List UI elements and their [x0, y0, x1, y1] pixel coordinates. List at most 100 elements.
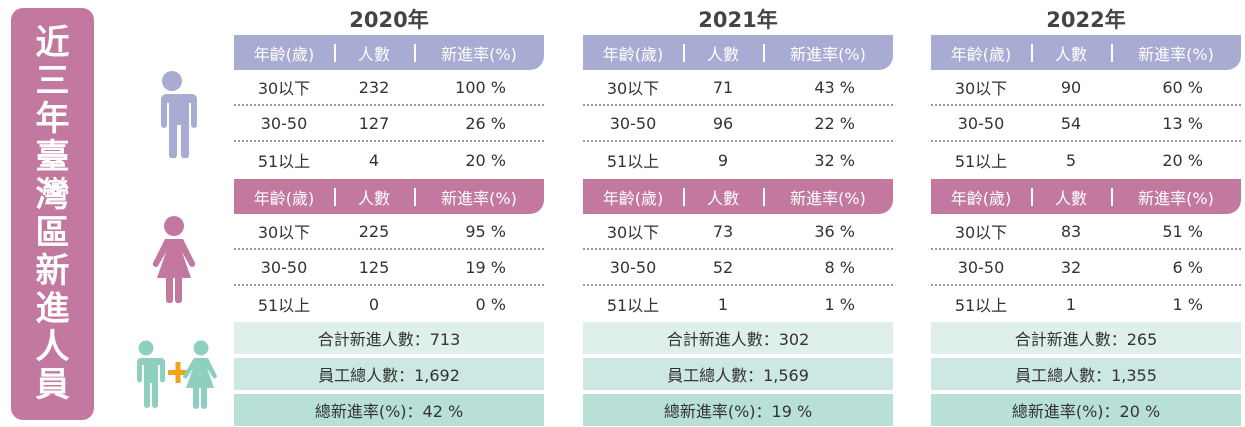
cell-age: 30以下: [257, 223, 311, 242]
header-count: 人數: [1054, 188, 1087, 208]
header-count: 人數: [357, 44, 390, 64]
header-divider: [1031, 188, 1033, 206]
side-title-panel: 近三年臺灣區新進人員: [11, 8, 94, 420]
male-table: 年齡(歲) 人數 新進率(%) 30以下 90 60 % 30-50 54 13 % 51以上 5 2…: [931, 35, 1241, 178]
male-table-header: 年齡(歲) 人數 新進率(%): [583, 35, 893, 70]
header-count: 人數: [357, 188, 390, 208]
cell-count: 1: [717, 294, 729, 314]
header-age: 年齡(歲): [253, 188, 315, 208]
cell-age: 30-50: [260, 113, 308, 133]
header-rate: 新進率(%): [1138, 44, 1214, 64]
cell-rate: 0 %: [475, 294, 506, 314]
female-table-header: 年齡(歲) 人數 新進率(%): [234, 179, 544, 214]
total-new-hire-rate: 總新進率(%)：42 %: [234, 394, 544, 426]
female-table: 年齡(歲) 人數 新進率(%) 30以下 83 51 % 30-50 32 6 % 51以上 1 1 …: [931, 179, 1241, 322]
female-table-header: 年齡(歲) 人數 新進率(%): [931, 179, 1241, 214]
header-divider: [763, 44, 765, 62]
cell-age: 51以上: [954, 152, 1008, 171]
cell-age: 51以上: [606, 152, 660, 171]
cell-rate: 60 %: [1162, 77, 1203, 97]
side-title-char: 區: [35, 213, 70, 253]
cell-count: 52: [712, 257, 734, 277]
table-row: 30-50 52 8 %: [583, 250, 893, 286]
side-title-char: 人: [35, 327, 70, 367]
header-divider: [414, 188, 416, 206]
male-table: 年齡(歲) 人數 新進率(%) 30以下 71 43 % 30-50 96 22 % 51以上 9 3…: [583, 35, 893, 178]
table-row: 51以上 1 1 %: [583, 286, 893, 322]
table-row: 30-50 32 6 %: [931, 250, 1241, 286]
cell-rate: 32 %: [814, 150, 855, 170]
header-divider: [763, 188, 765, 206]
cell-rate: 95 %: [465, 221, 506, 241]
cell-count: 32: [1060, 257, 1082, 277]
cell-age: 30-50: [957, 257, 1005, 277]
total-employees: 員工總人數：1,569: [583, 358, 893, 390]
male-table-header: 年齡(歲) 人數 新進率(%): [234, 35, 544, 70]
header-age: 年齡(歲): [602, 188, 664, 208]
side-title-char: 三: [35, 61, 70, 101]
female-person-icon: [143, 215, 205, 307]
total-employees: 員工總人數：1,355: [931, 358, 1241, 390]
cell-age: 51以上: [606, 296, 660, 315]
table-row: 30以下 73 36 %: [583, 214, 893, 250]
cell-count: 54: [1060, 113, 1082, 133]
header-count: 人數: [706, 44, 739, 64]
cell-rate: 1 %: [1172, 294, 1203, 314]
side-title-char: 近: [35, 23, 70, 63]
cell-rate: 8 %: [824, 257, 855, 277]
male-table: 年齡(歲) 人數 新進率(%) 30以下 232 100 % 30-50 127 26 % 51以…: [234, 35, 544, 178]
header-divider: [1031, 44, 1033, 62]
female-table-header: 年齡(歲) 人數 新進率(%): [583, 179, 893, 214]
header-rate: 新進率(%): [441, 188, 517, 208]
cell-count: 5: [1065, 150, 1077, 170]
header-age: 年齡(歲): [602, 44, 664, 64]
cell-rate: 19 %: [465, 257, 506, 277]
cell-rate: 36 %: [814, 221, 855, 241]
table-row: 51以上 5 20 %: [931, 142, 1241, 178]
cell-age: 51以上: [257, 296, 311, 315]
cell-count: 90: [1060, 77, 1082, 97]
table-row: 30以下 90 60 %: [931, 70, 1241, 106]
cell-count: 9: [717, 150, 729, 170]
cell-age: 51以上: [954, 296, 1008, 315]
header-rate: 新進率(%): [790, 44, 866, 64]
table-row: 51以上 1 1 %: [931, 286, 1241, 322]
header-divider: [414, 44, 416, 62]
cell-rate: 51 %: [1162, 221, 1203, 241]
side-title-char: 員: [35, 365, 70, 405]
side-title-char: 新: [35, 251, 70, 291]
year-title: 2022年: [1046, 8, 1126, 32]
table-row: 30以下 225 95 %: [234, 214, 544, 250]
cell-count: 127: [358, 113, 390, 133]
table-row: 30以下 71 43 %: [583, 70, 893, 106]
header-age: 年齡(歲): [950, 188, 1012, 208]
cell-count: 225: [358, 221, 390, 241]
header-divider: [683, 188, 685, 206]
year-title: 2021年: [698, 8, 778, 32]
header-age: 年齡(歲): [950, 44, 1012, 64]
table-row: 30以下 232 100 %: [234, 70, 544, 106]
table-row: 30-50 127 26 %: [234, 106, 544, 142]
male-person-icon: [146, 70, 198, 162]
table-row: 30-50 125 19 %: [234, 250, 544, 286]
header-divider: [683, 44, 685, 62]
cell-age: 30-50: [260, 257, 308, 277]
table-row: 51以上 4 20 %: [234, 142, 544, 178]
table-row: 30-50 96 22 %: [583, 106, 893, 142]
header-divider: [334, 44, 336, 62]
cell-count: 125: [358, 257, 390, 277]
table-row: 51以上 9 32 %: [583, 142, 893, 178]
header-age: 年齡(歲): [253, 44, 315, 64]
table-row: 30-50 54 13 %: [931, 106, 1241, 142]
year-title: 2020年: [349, 8, 429, 32]
female-table: 年齡(歲) 人數 新進率(%) 30以下 225 95 % 30-50 125 19 % 51以上…: [234, 179, 544, 322]
cell-count: 4: [368, 150, 380, 170]
female-table: 年齡(歲) 人數 新進率(%) 30以下 73 36 % 30-50 52 8 % 51以上 1 1 …: [583, 179, 893, 322]
cell-rate: 13 %: [1162, 113, 1203, 133]
table-row: 51以上 0 0 %: [234, 286, 544, 322]
side-title-char: 臺: [35, 137, 70, 177]
cell-age: 30以下: [954, 79, 1008, 98]
cell-age: 51以上: [257, 152, 311, 171]
cell-count: 73: [712, 221, 734, 241]
total-new-hire-rate: 總新進率(%)：19 %: [583, 394, 893, 426]
